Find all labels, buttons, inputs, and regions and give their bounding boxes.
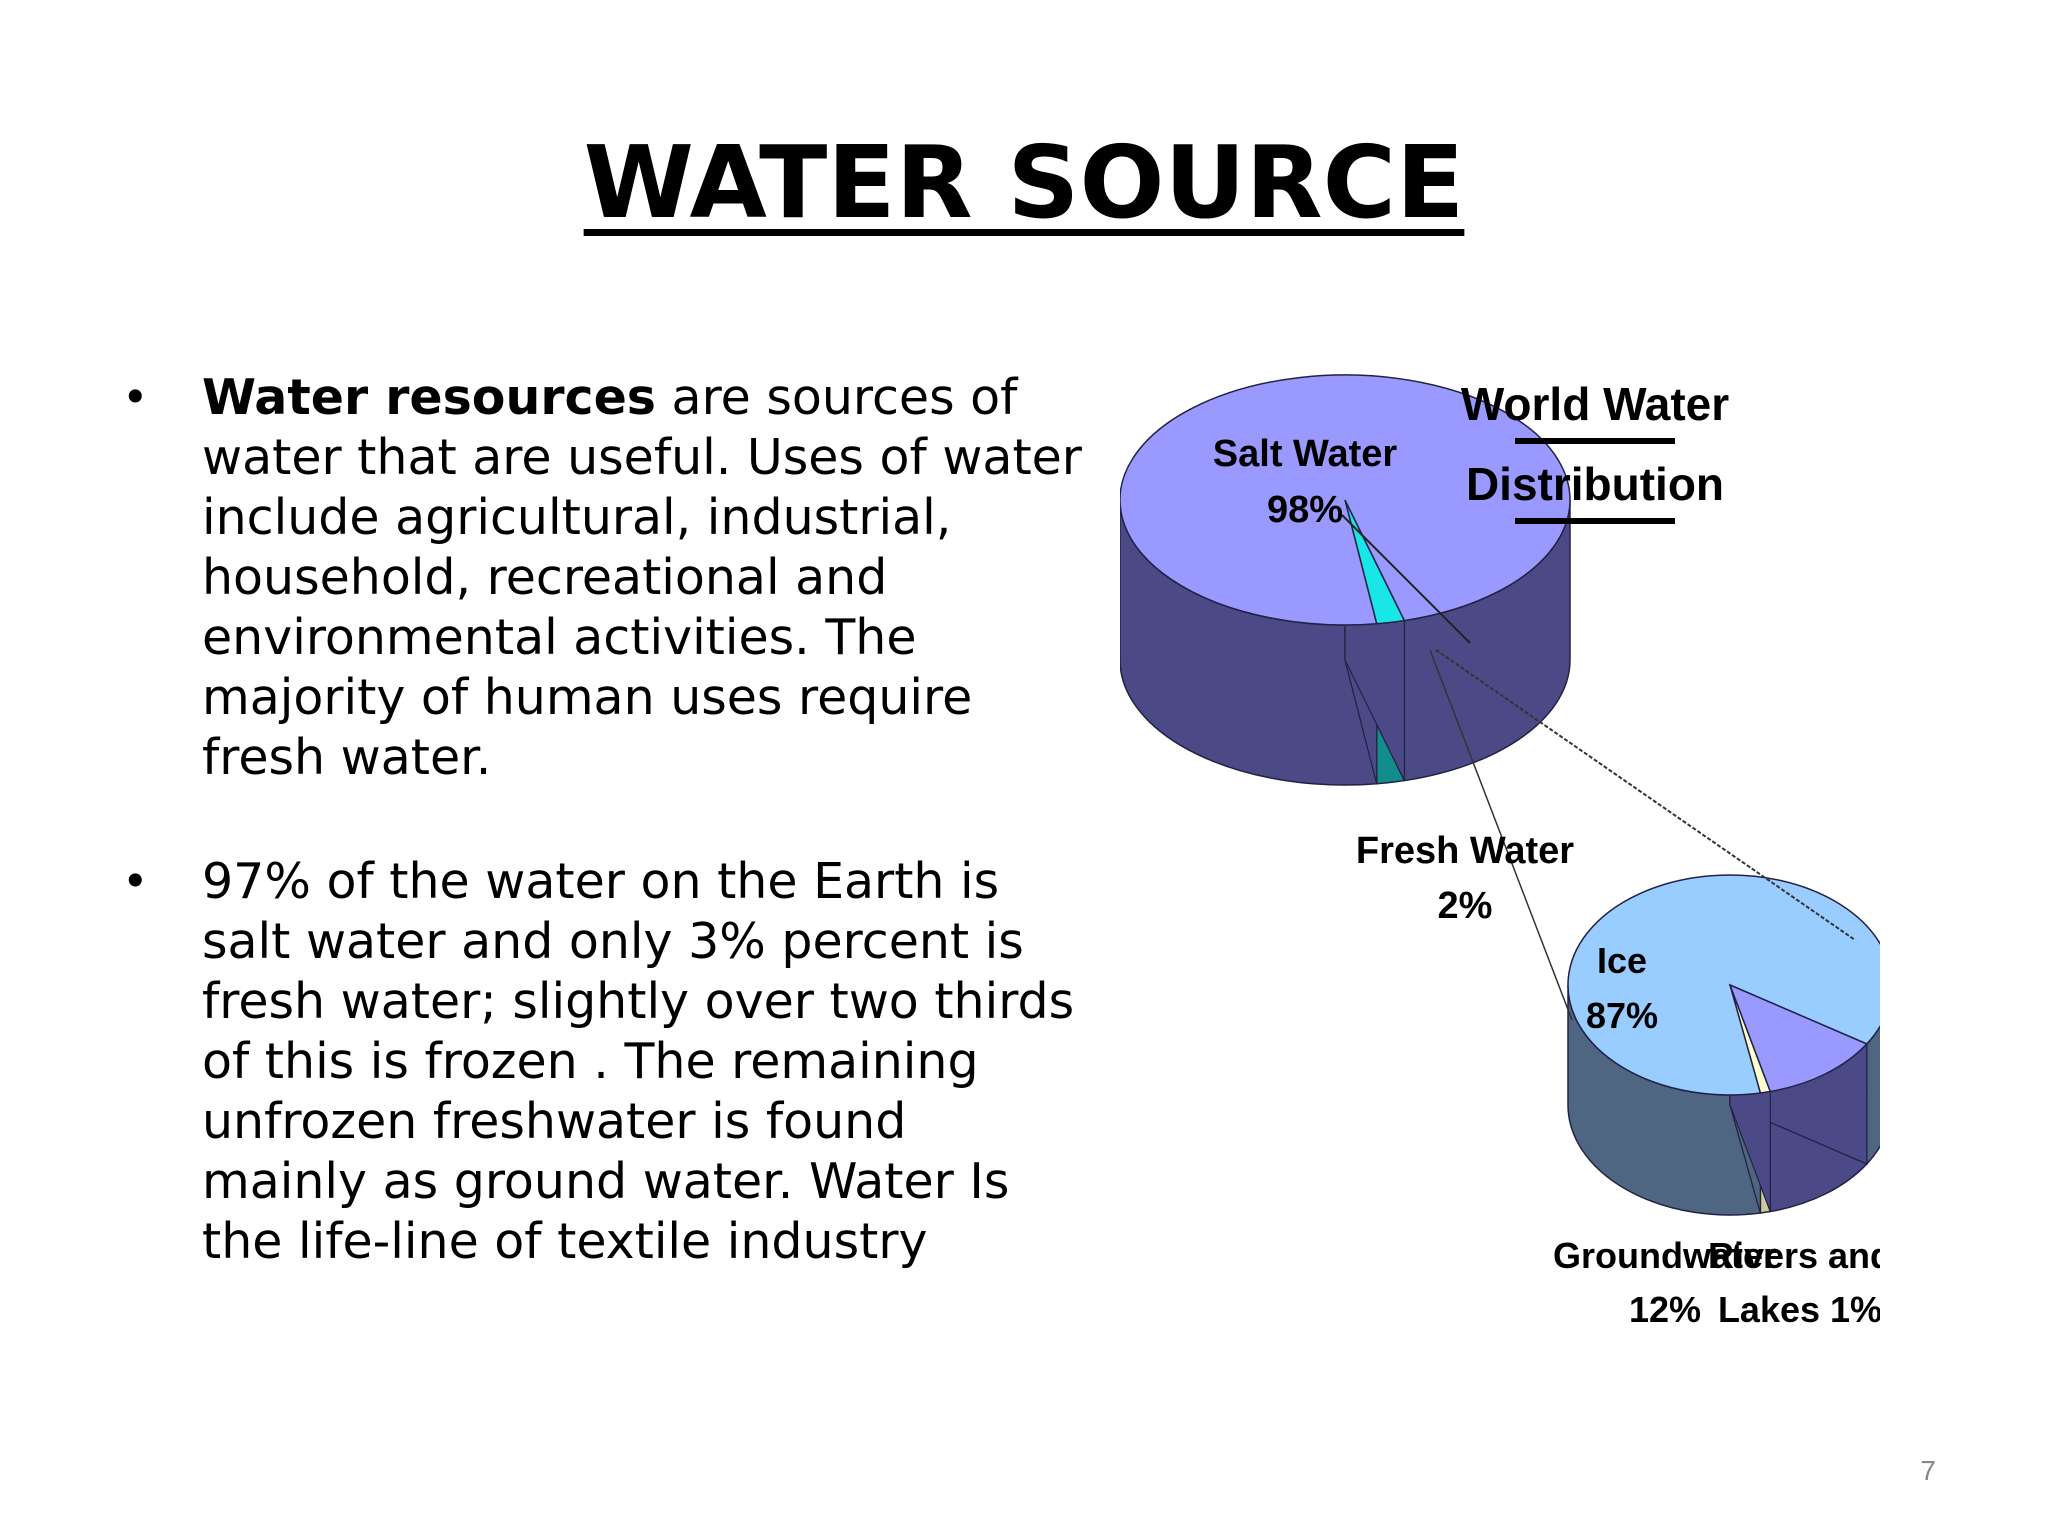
connector-line-left [1429, 649, 1573, 1021]
label-rivers-lakes-line-1: Rivers and [1708, 1235, 1880, 1276]
label-groundwater-value: 12% [1629, 1289, 1701, 1330]
bullet-item-2: • 97% of the water on the Earth is salt … [122, 852, 1082, 1272]
chart-title-line-2: Distribution [1466, 458, 1724, 510]
bullet-item-1: • Water resources are sources of water t… [122, 368, 1082, 788]
fresh-water-pie [1567, 874, 1880, 1216]
label-ice-value: 87% [1586, 995, 1658, 1036]
label-fresh-water-value: 2% [1438, 885, 1493, 927]
bullet-body: are sources of water that are useful. Us… [202, 369, 1082, 786]
bullet-bold-lead: Water resources [202, 369, 656, 426]
label-groundwater: Groundwater [1553, 1235, 1777, 1276]
chart-labels: World Water Distribution Salt Water 98% Fres… [1213, 378, 1880, 1330]
main-pie-slice-salt-water [1120, 374, 1571, 626]
sub-pie-slice-ice [1567, 874, 1880, 1096]
label-fresh-water: Fresh Water [1356, 830, 1574, 872]
chart-title-line-1: World Water [1461, 378, 1729, 430]
page-number: 7 [1920, 1455, 1936, 1486]
bullet-text-2: 97% of the water on the Earth is salt wa… [202, 852, 1082, 1272]
bullet-marker: • [122, 371, 149, 424]
label-rivers-lakes-line-2: Lakes 1% [1718, 1289, 1880, 1330]
label-salt-water-value: 98% [1267, 489, 1343, 531]
chart-title-underline-1 [1515, 438, 1675, 444]
label-salt-water: Salt Water [1213, 433, 1398, 475]
bullet-marker: • [122, 855, 149, 908]
pointer-line-salt [1341, 514, 1471, 644]
slide-title-text: WATER SOURCE [583, 124, 1465, 241]
slide-title: WATER SOURCE [0, 128, 2048, 238]
water-distribution-chart: World Water Distribution Salt Water 98% Fres… [1120, 360, 1880, 1370]
bullet-text-1: Water resources are sources of water tha… [202, 368, 1082, 788]
label-ice: Ice [1597, 940, 1647, 981]
chart-svg: World Water Distribution Salt Water 98% Fres… [1120, 374, 1880, 1330]
main-pie [1120, 374, 1571, 786]
sub-pie-slice-groundwater [1728, 983, 1869, 1093]
bullet-body: 97% of the water on the Earth is salt wa… [202, 853, 1075, 1270]
chart-title-underline-2 [1515, 518, 1675, 524]
connector-line-right [1435, 649, 1856, 941]
bullet-list: • Water resources are sources of water t… [122, 368, 1082, 1272]
connector-lines [1341, 514, 1856, 1021]
